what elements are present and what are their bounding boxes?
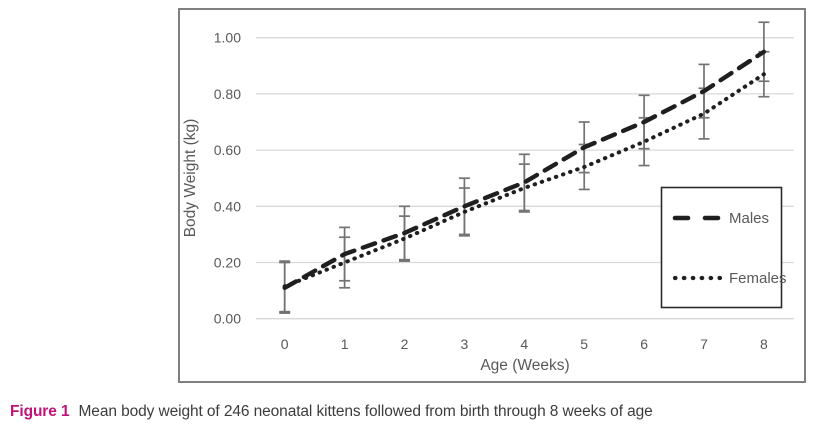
y-tick-label: 0.40 — [214, 198, 241, 214]
series-line-males — [282, 49, 767, 290]
y-tick-label: 0.60 — [214, 142, 241, 158]
y-tick-label: 0.20 — [214, 255, 241, 271]
chart-area: 0.00 0.20 0.40 0.60 0.80 1.00 0 1 2 3 4 5 6 7 8 Age (… — [178, 8, 806, 383]
x-axis-tick-labels: 0 1 2 3 4 5 6 7 8 — [281, 336, 768, 352]
caption-label: Figure 1 — [10, 403, 70, 420]
x-tick-label: 2 — [401, 336, 409, 352]
y-tick-label: 0.80 — [214, 86, 241, 102]
x-tick-label: 4 — [520, 336, 528, 352]
x-tick-label: 8 — [760, 336, 768, 352]
y-axis-tick-labels: 0.00 0.20 0.40 0.60 0.80 1.00 — [214, 30, 241, 327]
legend-females-label: Females — [729, 270, 787, 287]
y-axis-title: Body Weight (kg) — [182, 119, 199, 238]
data-series — [282, 49, 767, 290]
legend: Males Females — [660, 186, 787, 309]
x-tick-label: 6 — [640, 336, 648, 352]
x-tick-label: 5 — [580, 336, 588, 352]
x-tick-label: 1 — [341, 336, 349, 352]
y-tick-label: 0.00 — [214, 311, 241, 327]
x-tick-label: 3 — [461, 336, 469, 352]
x-tick-label: 7 — [700, 336, 708, 352]
y-tick-label: 1.00 — [214, 30, 241, 46]
figure-caption: Figure 1 Mean body weight of 246 neonatal… — [10, 403, 810, 421]
x-tick-label: 0 — [281, 336, 289, 352]
caption-text: Mean body weight of 246 neonatal kittens… — [78, 403, 653, 420]
x-axis-title: Age (Weeks) — [480, 357, 569, 374]
legend-box — [660, 186, 783, 309]
legend-males-label: Males — [729, 210, 769, 227]
kitten-weight-chart: 0.00 0.20 0.40 0.60 0.80 1.00 0 1 2 3 4 5 6 7 8 Age (… — [182, 21, 794, 374]
